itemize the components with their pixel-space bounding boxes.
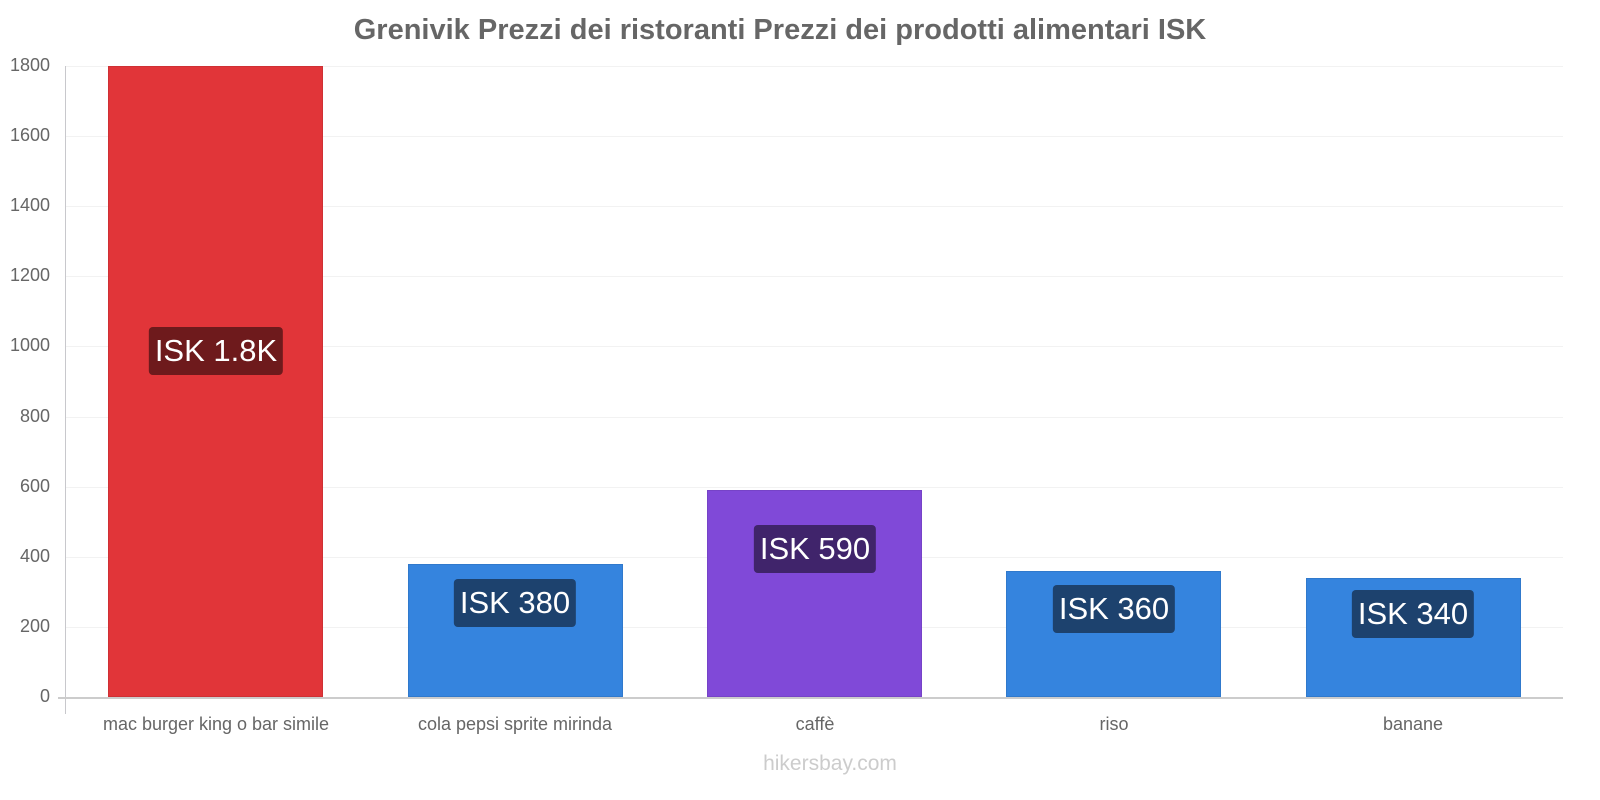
bar-value-label: ISK 360 xyxy=(1052,585,1176,633)
bar-value-label: ISK 380 xyxy=(453,579,577,627)
y-tick-label: 800 xyxy=(19,406,50,426)
x-axis-line xyxy=(58,697,1563,699)
x-category-label: cola pepsi sprite mirinda xyxy=(417,714,613,734)
y-tick-label: 1200 xyxy=(9,265,50,285)
x-category-label: mac burger king o bar simile xyxy=(102,714,330,734)
x-category-label: riso xyxy=(1099,714,1129,734)
y-tick-label: 1000 xyxy=(9,335,50,355)
y-tick-label: 200 xyxy=(19,616,50,636)
gridline xyxy=(66,346,1563,347)
x-category-label: caffè xyxy=(795,714,835,734)
y-tick-label: 1800 xyxy=(9,55,50,75)
watermark: hikersbay.com xyxy=(763,752,897,775)
bar-value-label: ISK 1.8K xyxy=(148,327,284,375)
gridline xyxy=(66,487,1563,488)
y-tick-label: 600 xyxy=(19,476,50,496)
gridline xyxy=(66,136,1563,137)
gridline xyxy=(66,276,1563,277)
y-tick-label: 0 xyxy=(39,686,50,706)
bar-value-label: ISK 590 xyxy=(753,525,877,573)
y-tick-label: 1400 xyxy=(9,195,50,215)
gridline xyxy=(66,206,1563,207)
y-axis-line xyxy=(65,66,66,714)
y-tick-label: 1600 xyxy=(9,125,50,145)
bar[interactable] xyxy=(108,66,323,697)
bar-value-label: ISK 340 xyxy=(1351,590,1475,638)
gridline xyxy=(66,417,1563,418)
gridline xyxy=(66,66,1563,67)
x-category-label: banane xyxy=(1382,714,1444,734)
bar[interactable] xyxy=(707,490,922,697)
y-tick-label: 400 xyxy=(19,546,50,566)
chart-title: Grenivik Prezzi dei ristoranti Prezzi de… xyxy=(353,14,1207,46)
